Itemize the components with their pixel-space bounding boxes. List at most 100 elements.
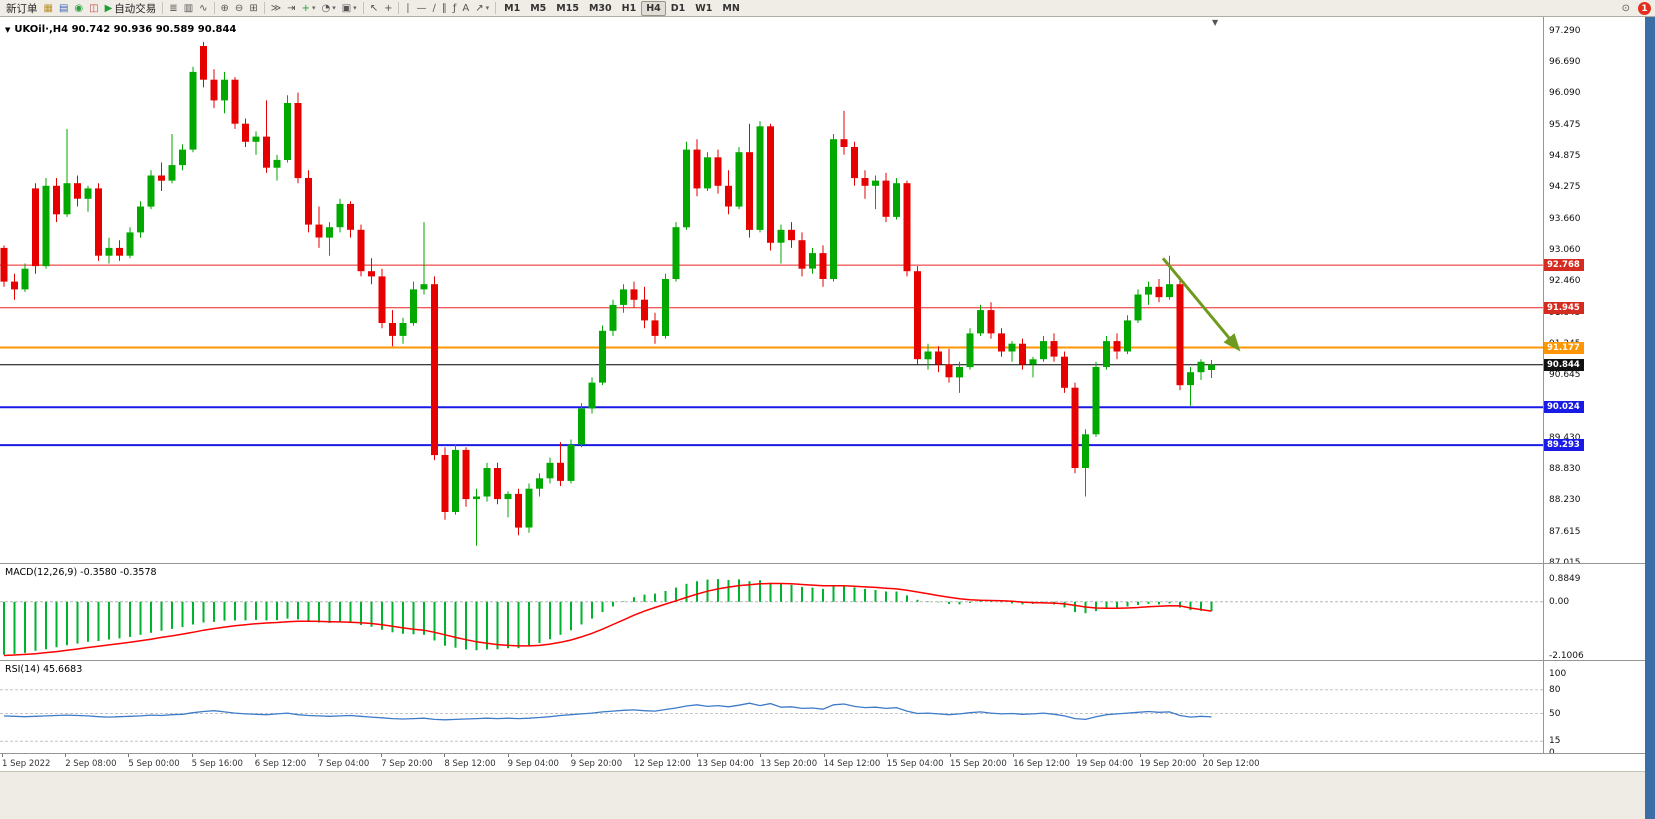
toolbar-separator — [213, 2, 215, 14]
macd-tick: 0.8849 — [1549, 574, 1581, 584]
time-tick — [570, 754, 572, 757]
time-label: 2 Sep 08:00 — [65, 759, 117, 769]
price-line-badge[interactable]: 92.768 — [1544, 259, 1584, 272]
timeframe-h1[interactable]: H1 — [621, 2, 637, 14]
time-tick — [1139, 754, 1141, 757]
vertical-line-icon[interactable]: ∣ — [405, 2, 411, 14]
price-tick: 94.275 — [1549, 182, 1581, 193]
bar-chart-icon[interactable]: ≣ — [169, 2, 178, 14]
candlestick-chart-icon[interactable]: ▥ — [183, 2, 194, 14]
time-tick — [697, 754, 699, 757]
time-label: 14 Sep 12:00 — [823, 759, 881, 769]
price-line-badge[interactable]: 90.024 — [1544, 401, 1584, 414]
time-label: 12 Sep 12:00 — [634, 759, 691, 769]
macd-canvas[interactable] — [0, 564, 1543, 660]
arrows-icon[interactable]: ↗ ▾ — [475, 2, 490, 14]
window-edge — [1645, 17, 1655, 819]
time-tick — [65, 754, 67, 757]
time-tick — [254, 754, 256, 757]
time-label: 5 Sep 16:00 — [191, 759, 243, 769]
price-axis[interactable]: 97.290 96.690 96.090 95.475 94.875 94.275 93.6… — [1543, 17, 1645, 568]
price-tick: 93.060 — [1549, 245, 1581, 255]
time-axis[interactable]: 1 Sep 2022 2 Sep 08:00 5 Sep 00:00 5 Sep 16… — [0, 753, 1645, 771]
chart-shift-marker[interactable]: ▼ — [1212, 18, 1219, 27]
tile-windows-icon[interactable]: ⊞ — [249, 2, 258, 14]
rsi-label: RSI(14) 45.6683 — [5, 664, 83, 675]
time-label: 9 Sep 04:00 — [507, 759, 559, 769]
charts-grid-icon[interactable]: ▦ — [43, 2, 53, 14]
timeframe-m15[interactable]: M15 — [556, 2, 579, 14]
price-tick: 94.875 — [1549, 151, 1581, 161]
time-label: 13 Sep 20:00 — [760, 759, 818, 769]
new-order-button[interactable]: 新订单 — [6, 2, 38, 15]
macd-label: MACD(12,26,9) -0.3580 -0.3578 — [5, 567, 157, 578]
time-tick — [760, 754, 762, 757]
fibonacci-icon[interactable]: ƒ — [452, 2, 457, 14]
time-label: 9 Sep 20:00 — [570, 759, 623, 769]
time-label: 20 Sep 12:00 — [1202, 759, 1260, 769]
price-line-badge[interactable]: 89.293 — [1544, 439, 1584, 452]
price-tick: 89.430 — [1549, 433, 1581, 443]
current-price-badge: 90.844 — [1544, 358, 1584, 371]
price-chart-canvas[interactable] — [0, 17, 1543, 563]
auto-trading-button[interactable]: ▶ 自动交易 — [104, 2, 157, 15]
rsi-tick: 100 — [1549, 669, 1567, 679]
crosshair-icon[interactable]: + — [384, 2, 393, 14]
timeframe-w1[interactable]: W1 — [695, 2, 713, 14]
notification-badge[interactable]: 1 — [1638, 2, 1651, 15]
terminal-icon[interactable]: ◫ — [89, 2, 99, 14]
time-tick — [886, 754, 888, 757]
toolbar-separator — [162, 2, 164, 14]
price-tick: 96.690 — [1549, 57, 1581, 68]
trendline-icon[interactable]: ∕ — [432, 2, 436, 14]
macd-axis: 0.8849 0.00 -2.1006 — [1543, 563, 1645, 661]
periods-icon[interactable]: ◔ ▾ — [321, 2, 336, 14]
rsi-canvas[interactable] — [0, 661, 1543, 753]
auto-scroll-icon[interactable]: ≫ — [270, 2, 282, 14]
time-label: 19 Sep 20:00 — [1139, 759, 1197, 769]
toolbar-separator — [495, 2, 497, 14]
alerts-icon[interactable]: ◉ — [74, 2, 84, 14]
horizontal-line-icon[interactable]: — — [416, 2, 427, 14]
text-label-icon[interactable]: A — [462, 2, 470, 14]
chart-symbol-title: UKOil·,H4 90.742 90.936 90.589 90.844 — [14, 24, 237, 35]
macd-pane[interactable]: MACD(12,26,9) -0.3580 -0.3578 — [0, 563, 1543, 660]
price-tick: 90.645 — [1549, 370, 1581, 381]
one-click-trading-toggle[interactable]: ▼ — [5, 26, 11, 34]
profiles-icon[interactable]: ▤ — [58, 2, 69, 14]
line-chart-icon[interactable]: ∿ — [199, 2, 208, 14]
equidistant-channel-icon[interactable]: ∥ — [441, 2, 447, 14]
time-tick — [2, 754, 3, 757]
price-line-badge[interactable]: 91.177 — [1544, 341, 1584, 354]
time-label: 6 Sep 12:00 — [254, 759, 307, 769]
timeframe-m30[interactable]: M30 — [588, 2, 612, 14]
time-label: 7 Sep 04:00 — [318, 759, 370, 769]
templates-icon[interactable]: ▣ ▾ — [341, 2, 357, 14]
price-line-badge[interactable]: 91.945 — [1544, 301, 1584, 314]
time-label: 15 Sep 20:00 — [950, 759, 1007, 769]
zoom-out-icon[interactable]: ⊖ — [234, 2, 244, 14]
time-tick — [823, 754, 825, 757]
timeframe-d1[interactable]: D1 — [670, 2, 686, 14]
cursor-icon[interactable]: ↖ — [369, 2, 379, 14]
time-tick — [191, 754, 193, 757]
rsi-tick: 15 — [1549, 736, 1561, 747]
chart-shift-icon[interactable]: ⇥ — [287, 2, 296, 14]
time-tick — [634, 754, 635, 757]
timeframe-mn[interactable]: MN — [722, 2, 740, 14]
price-tick: 88.230 — [1549, 495, 1581, 506]
price-chart-pane[interactable]: ▼ UKOil·,H4 90.742 90.936 90.589 90.844 ▼ — [0, 17, 1543, 563]
toolbar-separator — [398, 2, 400, 14]
indicators-add-icon[interactable]: + ▾ — [301, 2, 316, 14]
rsi-tick: 80 — [1549, 684, 1561, 695]
rsi-pane[interactable]: RSI(14) 45.6683 — [0, 660, 1543, 753]
time-label: 8 Sep 12:00 — [444, 759, 496, 769]
price-tick: 96.090 — [1549, 88, 1581, 99]
search-icon[interactable]: ⊙ — [1621, 3, 1630, 14]
timeframe-m5[interactable]: M5 — [530, 2, 547, 14]
timeframe-h4[interactable]: H4 — [641, 0, 666, 16]
timeframe-m1[interactable]: M1 — [504, 2, 521, 14]
zoom-in-icon[interactable]: ⊕ — [220, 2, 229, 14]
price-tick: 97.290 — [1549, 26, 1581, 36]
